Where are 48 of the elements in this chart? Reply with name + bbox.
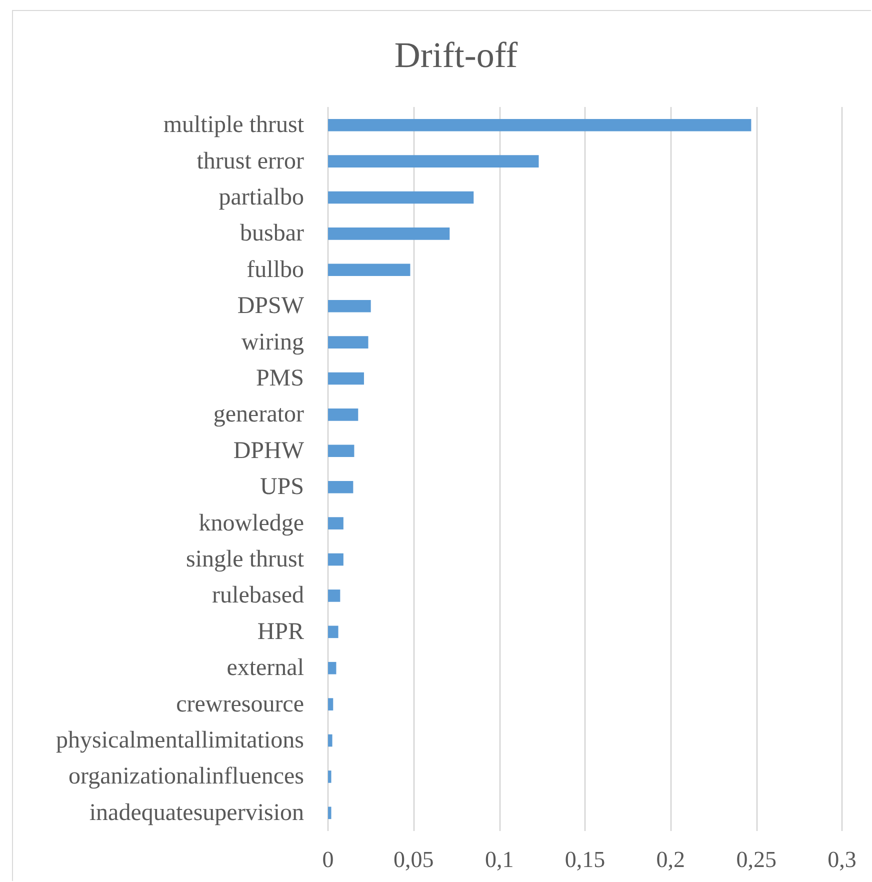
bar — [328, 118, 752, 132]
y-tick-label: DPHW — [233, 438, 304, 464]
bar — [328, 300, 371, 312]
y-tick-label: partialbo — [218, 184, 304, 210]
bar — [328, 553, 344, 566]
bar — [328, 590, 340, 602]
bar — [328, 662, 336, 674]
x-tick-label: 0 — [322, 847, 334, 872]
y-tick-label: generator — [213, 402, 304, 428]
y-tick-label: HPR — [257, 618, 304, 645]
y-tick-label: physicalmentallimitations — [56, 728, 304, 754]
y-tick-label: thrust error — [196, 148, 304, 174]
y-tick-label: busbar — [240, 220, 304, 247]
y-tick-label: DPSW — [237, 293, 304, 320]
bar — [328, 264, 410, 276]
x-tick-label: 0,15 — [564, 847, 606, 872]
x-tick-label: 0,1 — [484, 847, 514, 872]
x-tick-label: 0,25 — [736, 847, 776, 872]
bar — [328, 228, 450, 240]
bar — [328, 626, 338, 638]
y-tick-label: knowledge — [198, 510, 304, 536]
x-tick-label: 0,05 — [394, 847, 434, 872]
bar — [328, 698, 334, 710]
y-tick-label: UPS — [260, 474, 304, 500]
y-tick-label: fullbo — [246, 256, 304, 283]
x-tick-label: 0,3 — [828, 847, 856, 872]
bar — [328, 372, 364, 385]
bar — [328, 444, 354, 458]
bar — [328, 191, 474, 204]
y-tick-label: external — [226, 655, 304, 682]
bar — [328, 517, 344, 530]
y-tick-label: PMS — [256, 366, 304, 392]
x-tick-label: 0,2 — [656, 847, 686, 872]
chart-title: Drift-off — [394, 35, 518, 75]
bar — [328, 806, 332, 820]
bar — [328, 770, 332, 783]
y-tick-label: single thrust — [186, 546, 304, 572]
y-tick-label: organizationalinfluences — [68, 764, 304, 790]
y-tick-label: rulebased — [212, 582, 304, 609]
bar — [328, 336, 368, 348]
bar — [328, 734, 332, 747]
y-tick-label: inadequatesupervision — [89, 800, 304, 826]
bar — [328, 408, 358, 421]
y-tick-label: crewresource — [176, 691, 304, 718]
y-tick-label: multiple thrust — [163, 112, 304, 138]
y-tick-label: wiring — [241, 329, 304, 356]
bar — [328, 480, 354, 494]
bar — [328, 155, 539, 168]
